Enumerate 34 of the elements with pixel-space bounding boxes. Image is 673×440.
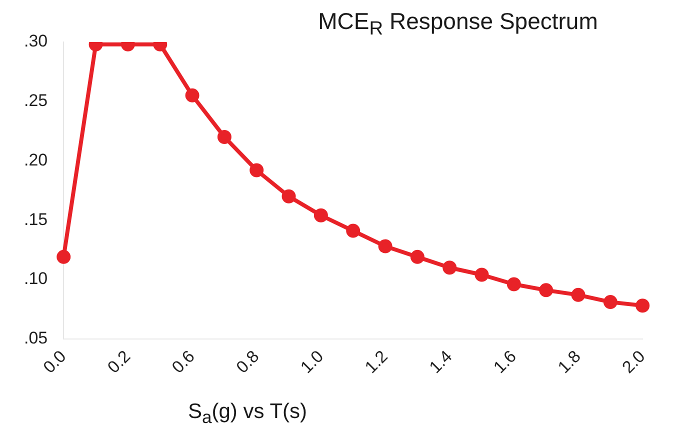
point — [603, 295, 618, 310]
y-tick-label: .10 — [24, 269, 48, 288]
y-tick-label: .30 — [24, 32, 48, 51]
chart-title: MCE$_{R}$ Response Spectrum — [317, 8, 599, 41]
x-tick-label: 0.6 — [168, 346, 198, 377]
x-tick-label: 1.6 — [490, 346, 520, 377]
x-tick-label: 0.8 — [232, 346, 263, 377]
x-tick-label: 1.2 — [361, 346, 392, 377]
y-tick-label: .25 — [24, 91, 48, 110]
x-tick-label: 1.8 — [554, 346, 584, 377]
x-tick-label: 0.2 — [104, 346, 134, 377]
point — [571, 288, 586, 302]
x-tick-label: 1.0 — [296, 346, 328, 377]
point — [250, 163, 264, 178]
y-tick-label: .15 — [24, 210, 48, 229]
point — [282, 189, 296, 204]
point — [56, 250, 71, 264]
x-tick-label: 2.0 — [618, 346, 649, 377]
point — [506, 277, 521, 292]
point — [217, 130, 232, 144]
y-tick-label: .05 — [24, 328, 48, 348]
point — [442, 260, 457, 275]
x-tick-label: 1.4 — [426, 346, 456, 377]
point — [378, 239, 392, 254]
point — [636, 298, 650, 313]
point — [346, 224, 360, 238]
point — [474, 268, 489, 282]
point — [410, 250, 424, 264]
point — [185, 88, 200, 102]
point — [539, 283, 554, 298]
y-tick-label: .20 — [24, 150, 48, 170]
x-tick-label: 0.0 — [40, 346, 70, 377]
point — [314, 208, 328, 222]
x-axis-title: S$_{a}$(g) vs T(s) — [188, 400, 308, 428]
